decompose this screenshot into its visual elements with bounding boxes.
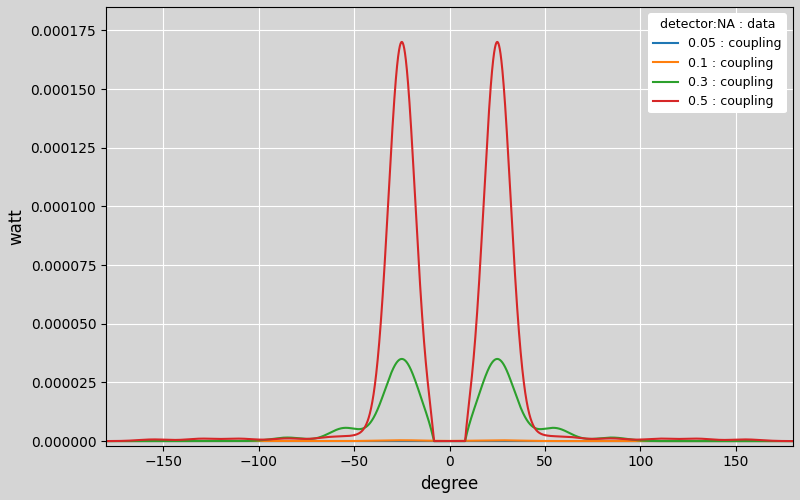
0.1 : coupling: (160, 7.57e-35): coupling: (160, 7.57e-35) [751,438,761,444]
0.3 : coupling: (-9.58, 4.81e-06): coupling: (-9.58, 4.81e-06) [426,427,436,433]
0.3 : coupling: (-180, 3.59e-37): coupling: (-180, 3.59e-37) [101,438,110,444]
0.5 : coupling: (-25, 0.00017): coupling: (-25, 0.00017) [397,39,406,45]
Line: 0.5 : coupling: 0.5 : coupling [106,42,793,441]
0.1 : coupling: (-180, 2.07e-43): coupling: (-180, 2.07e-43) [101,438,110,444]
0.05 : coupling: (-57.7, 2.62e-09): coupling: (-57.7, 2.62e-09) [334,438,344,444]
0.5 : coupling: (-180, 5.3e-09): coupling: (-180, 5.3e-09) [101,438,110,444]
0.3 : coupling: (-8.13, 0): coupling: (-8.13, 0) [430,438,439,444]
Line: 0.3 : coupling: 0.3 : coupling [106,359,793,441]
Legend: 0.05 : coupling, 0.1 : coupling, 0.3 : coupling, 0.5 : coupling: 0.05 : coupling, 0.1 : coupling, 0.3 : c… [648,13,787,113]
0.05 : coupling: (160, 1.89e-28): coupling: (160, 1.89e-28) [751,438,761,444]
0.5 : coupling: (93.4, 7.51e-07): coupling: (93.4, 7.51e-07) [623,436,633,442]
0.05 : coupling: (93.3, 2.68e-13): coupling: (93.3, 2.68e-13) [623,438,633,444]
0.3 : coupling: (83.2, 1.47e-06): coupling: (83.2, 1.47e-06) [603,434,613,440]
0.1 : coupling: (93.3, 3.18e-14): coupling: (93.3, 3.18e-14) [623,438,633,444]
0.1 : coupling: (-57.7, 8.58e-09): coupling: (-57.7, 8.58e-09) [334,438,344,444]
0.5 : coupling: (-8.13, 0): coupling: (-8.13, 0) [430,438,439,444]
0.1 : coupling: (83.2, 2.75e-12): coupling: (83.2, 2.75e-12) [603,438,613,444]
0.5 : coupling: (165, 3.23e-07): coupling: (165, 3.23e-07) [759,438,769,444]
0.3 : coupling: (180, 3.59e-37): coupling: (180, 3.59e-37) [788,438,798,444]
0.05 : coupling: (83.2, 7.1e-12): coupling: (83.2, 7.1e-12) [603,438,613,444]
0.05 : coupling: (-180, 9.66e-35): coupling: (-180, 9.66e-35) [101,438,110,444]
0.3 : coupling: (-57.7, 5.25e-06): coupling: (-57.7, 5.25e-06) [334,426,344,432]
0.5 : coupling: (160, 5.53e-07): coupling: (160, 5.53e-07) [751,437,761,443]
0.5 : coupling: (-57.7, 1.99e-06): coupling: (-57.7, 1.99e-06) [334,434,344,440]
0.05 : coupling: (-24.9, 4.01e-08): coupling: (-24.9, 4.01e-08) [397,438,406,444]
0.3 : coupling: (165, 3.09e-28): coupling: (165, 3.09e-28) [759,438,769,444]
0.1 : coupling: (-25, 3.5e-07): coupling: (-25, 3.5e-07) [397,438,406,444]
0.05 : coupling: (165, 8.3e-30): coupling: (165, 8.3e-30) [759,438,769,444]
Line: 0.1 : coupling: 0.1 : coupling [106,440,793,441]
0.5 : coupling: (180, 5.3e-09): coupling: (180, 5.3e-09) [788,438,798,444]
0.3 : coupling: (93.4, 8.66e-07): coupling: (93.4, 8.66e-07) [623,436,633,442]
Y-axis label: watt: watt [7,208,25,244]
0.3 : coupling: (-25, 3.5e-05): coupling: (-25, 3.5e-05) [397,356,406,362]
0.05 : coupling: (-9.58, 2.37e-08): coupling: (-9.58, 2.37e-08) [426,438,436,444]
X-axis label: degree: degree [420,475,478,493]
0.5 : coupling: (83.2, 1.12e-06): coupling: (83.2, 1.12e-06) [603,436,613,442]
0.1 : coupling: (-9.58, 1.59e-07): coupling: (-9.58, 1.59e-07) [426,438,436,444]
0.1 : coupling: (165, 1.07e-36): coupling: (165, 1.07e-36) [759,438,769,444]
0.1 : coupling: (180, 2.07e-43): coupling: (180, 2.07e-43) [788,438,798,444]
0.3 : coupling: (160, 6.87e-26): coupling: (160, 6.87e-26) [751,438,761,444]
0.05 : coupling: (180, 9.66e-35): coupling: (180, 9.66e-35) [788,438,798,444]
0.5 : coupling: (-9.58, 1.16e-05): coupling: (-9.58, 1.16e-05) [426,411,436,417]
